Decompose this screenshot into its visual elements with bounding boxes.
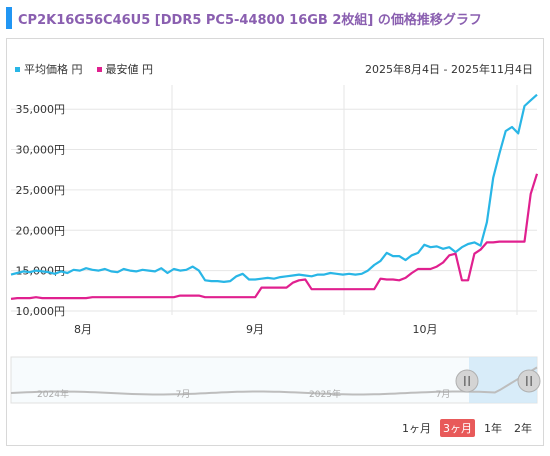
handle-grip — [468, 376, 470, 386]
legend-swatch-min — [96, 66, 102, 72]
period-button-1[interactable]: 3ヶ月 — [440, 419, 475, 437]
series-line-average — [10, 93, 538, 283]
chart-legend: 平均価格 円 最安値 円 — [15, 61, 153, 77]
navigator-label: 2025年 — [309, 388, 341, 400]
series-lines — [10, 93, 539, 300]
y-tick-label: 25,000円 — [16, 184, 66, 197]
y-axis: 10,000円15,000円20,000円25,000円30,000円35,00… — [16, 103, 66, 318]
period-button-2[interactable]: 1年 — [484, 422, 502, 435]
period-button-3[interactable]: 2年 — [514, 422, 532, 435]
x-tick-label: 8月 — [74, 323, 92, 336]
pause-handle-icon — [455, 369, 479, 393]
navigator-right-handle[interactable] — [517, 369, 541, 393]
navigator: 2024年 7月 2025年 7月 — [10, 356, 541, 404]
navigator-left-handle[interactable] — [455, 369, 479, 393]
legend-item-min[interactable]: 最安値 円 — [96, 61, 154, 77]
y-tick-label: 35,000円 — [16, 103, 66, 116]
x-tick-label: 10月 — [413, 323, 438, 336]
legend-swatch-average — [15, 66, 20, 72]
x-axis: 8月 9月 10月 — [74, 323, 438, 336]
navigator-label: 7月 — [176, 389, 191, 400]
y-tick-label: 10,000円 — [16, 305, 66, 318]
period-button-0[interactable]: 1ヶ月 — [402, 422, 431, 435]
date-range-text: 2025年8月4日 - 2025年11月4日 — [365, 63, 533, 76]
page-header: CP2K16G56C46U5 [DDR5 PC5-44800 16GB 2枚組]… — [6, 6, 536, 30]
navigator-line — [10, 366, 538, 396]
pause-handle-icon — [517, 369, 541, 393]
legend-label-min: 最安値 円 — [105, 63, 154, 76]
handle-grip — [530, 376, 532, 386]
chart-grid — [11, 85, 537, 315]
chart-panel: 平均価格 円 最安値 円 2025年8月4日 - 2025年11月4日 10,0… — [6, 38, 544, 446]
price-chart[interactable]: 10,000円15,000円20,000円25,000円30,000円35,00… — [7, 39, 543, 445]
legend-item-average[interactable]: 平均価格 円 — [15, 61, 83, 77]
y-tick-label: 30,000円 — [16, 144, 66, 157]
navigator-label: 2024年 — [37, 388, 69, 400]
y-tick-label: 20,000円 — [16, 224, 66, 237]
x-tick-label: 9月 — [246, 323, 264, 336]
navigator-track — [10, 356, 538, 404]
header-accent-bar — [6, 7, 12, 29]
series-line-min — [10, 173, 539, 300]
navigator-label: 7月 — [436, 389, 451, 400]
period-selector: 1ヶ月 3ヶ月 1年 2年 — [399, 419, 535, 437]
legend-label-average: 平均価格 円 — [24, 63, 83, 76]
handle-grip — [464, 376, 466, 386]
page-title: CP2K16G56C46U5 [DDR5 PC5-44800 16GB 2枚組]… — [18, 12, 482, 28]
handle-grip — [526, 376, 528, 386]
